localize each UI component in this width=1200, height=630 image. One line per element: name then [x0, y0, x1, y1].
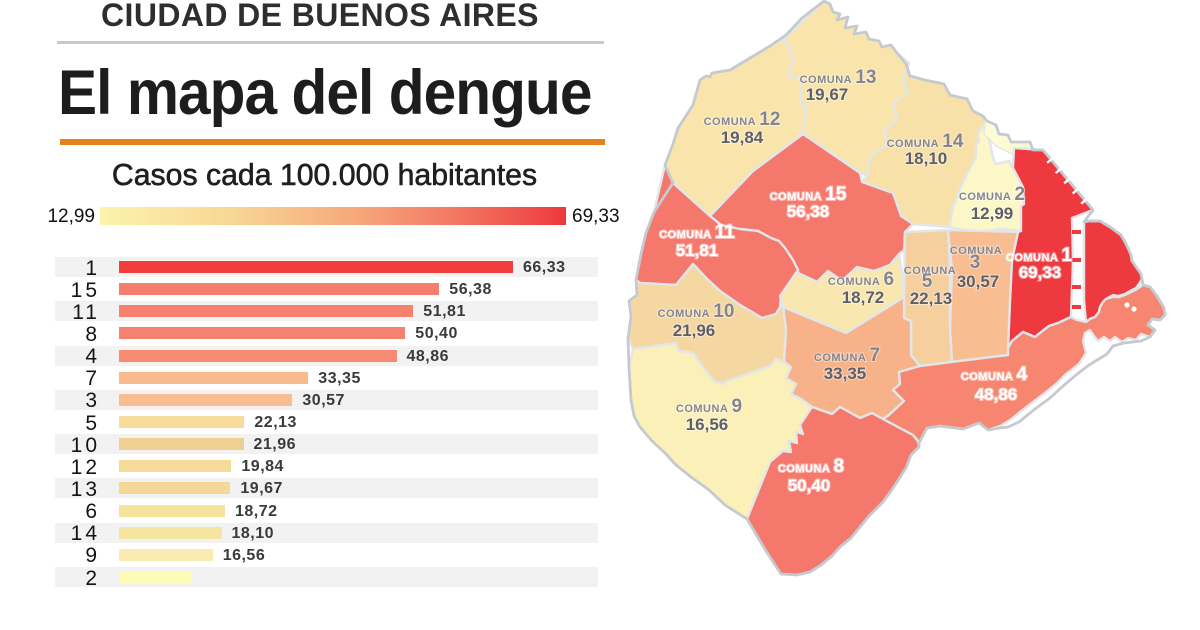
- svg-text:50,40: 50,40: [788, 476, 831, 495]
- svg-text:19,67: 19,67: [806, 85, 849, 104]
- svg-text:18,10: 18,10: [905, 149, 948, 168]
- svg-text:33,35: 33,35: [824, 364, 867, 383]
- svg-text:51,81: 51,81: [676, 241, 719, 260]
- svg-text:5: 5: [922, 271, 933, 292]
- svg-text:21,96: 21,96: [673, 321, 716, 340]
- svg-text:16,56: 16,56: [686, 415, 729, 434]
- svg-text:18,72: 18,72: [842, 288, 885, 307]
- svg-text:COMUNA 15: COMUNA 15: [770, 184, 847, 205]
- svg-text:56,38: 56,38: [787, 202, 830, 221]
- svg-text:3: 3: [970, 252, 981, 273]
- svg-text:12,99: 12,99: [971, 204, 1014, 223]
- svg-text:COMUNA 10: COMUNA 10: [658, 301, 735, 322]
- svg-text:COMUNA: COMUNA: [904, 265, 957, 277]
- svg-text:48,86: 48,86: [975, 385, 1018, 404]
- svg-text:69,33: 69,33: [1019, 263, 1062, 282]
- svg-text:COMUNA: COMUNA: [950, 245, 1003, 257]
- svg-text:30,57: 30,57: [957, 272, 1000, 291]
- svg-text:19,84: 19,84: [721, 128, 764, 147]
- svg-text:22,13: 22,13: [910, 289, 953, 308]
